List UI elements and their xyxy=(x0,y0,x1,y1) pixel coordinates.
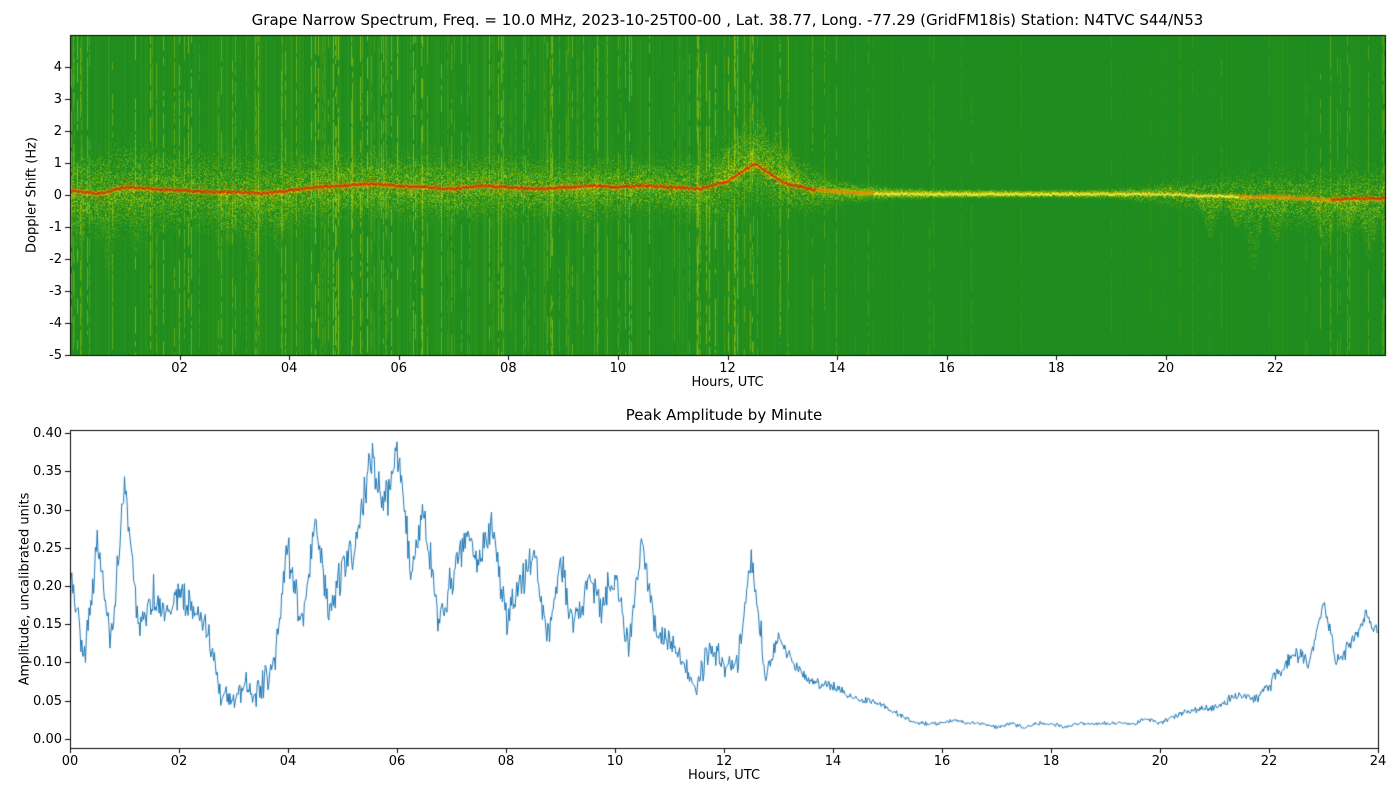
amplitude-title: Peak Amplitude by Minute xyxy=(625,406,823,424)
x-tick-label: 12 xyxy=(719,361,736,376)
y-tick-label: 0.05 xyxy=(33,693,62,709)
y-tick-label: 2 xyxy=(53,124,62,139)
x-tick-label: 08 xyxy=(500,361,517,376)
spectrogram-canvas xyxy=(0,0,1400,400)
y-tick-label: -2 xyxy=(49,252,62,267)
y-tick-label: 0.00 xyxy=(33,731,62,747)
x-tick-label: 14 xyxy=(824,754,842,769)
x-tick-label: 16 xyxy=(933,754,951,769)
y-tick-label: 0.25 xyxy=(33,540,62,556)
y-tick-label: -1 xyxy=(49,220,62,235)
x-tick-label: 20 xyxy=(1151,754,1169,769)
amplitude-canvas xyxy=(0,400,1400,800)
x-tick-label: 02 xyxy=(170,754,188,769)
y-tick-label: 0.30 xyxy=(33,502,62,518)
y-tick-label: 0.10 xyxy=(33,655,62,671)
x-tick-label: 06 xyxy=(388,754,406,769)
x-tick-label: 08 xyxy=(497,754,515,769)
y-tick-label: 4 xyxy=(53,60,62,75)
x-tick-label: 04 xyxy=(279,754,297,769)
x-tick-label: 24 xyxy=(1369,754,1387,769)
y-tick-label: 0 xyxy=(53,188,62,203)
x-tick-label: 16 xyxy=(938,361,955,376)
x-tick-label: 22 xyxy=(1260,754,1278,769)
x-tick-label: 22 xyxy=(1267,361,1284,376)
y-tick-label: 0.35 xyxy=(33,464,62,480)
spectrogram-title: Grape Narrow Spectrum, Freq. = 10.0 MHz,… xyxy=(251,11,1204,29)
x-tick-label: 04 xyxy=(280,361,298,376)
amplitude-x-axis-label: Hours, UTC xyxy=(687,768,761,783)
x-tick-label: 00 xyxy=(61,754,79,769)
y-tick-label: 0.15 xyxy=(33,617,62,633)
y-tick-label: 0.40 xyxy=(33,426,62,442)
y-tick-label: 0.20 xyxy=(33,578,62,594)
spectrogram-x-axis-label: Hours, UTC xyxy=(691,375,764,390)
x-tick-label: 10 xyxy=(606,754,624,769)
x-tick-label: 18 xyxy=(1047,361,1065,376)
x-tick-label: 18 xyxy=(1042,754,1060,769)
y-tick-label: -3 xyxy=(49,284,62,299)
x-tick-label: 06 xyxy=(390,361,408,376)
y-tick-label: 1 xyxy=(53,156,62,171)
x-tick-label: 12 xyxy=(715,754,733,769)
y-tick-label: -5 xyxy=(49,348,62,363)
x-tick-label: 02 xyxy=(171,361,188,376)
x-tick-label: 20 xyxy=(1157,361,1175,376)
y-tick-label: -4 xyxy=(49,316,62,331)
x-tick-label: 10 xyxy=(609,361,627,376)
x-tick-label: 14 xyxy=(828,361,846,376)
y-tick-label: 3 xyxy=(53,92,62,107)
